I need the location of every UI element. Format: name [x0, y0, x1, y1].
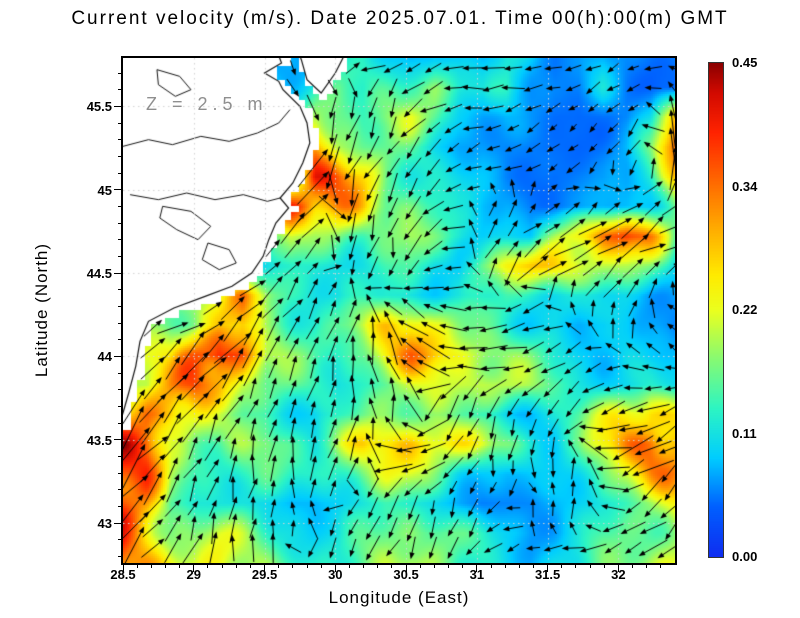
y-minor-tick: [118, 422, 121, 424]
y-minor-tick: [118, 155, 121, 157]
y-major-tick: [114, 189, 121, 191]
x-minor-tick: [136, 565, 138, 568]
x-minor-tick: [179, 565, 181, 568]
y-minor-tick: [118, 172, 121, 174]
colorbar-tick-label: 0.22: [732, 302, 758, 317]
colorbar-tick-label: 0.11: [732, 425, 757, 441]
y-minor-tick: [118, 539, 121, 541]
x-tick-label: 29.5: [251, 567, 278, 582]
y-minor-tick: [118, 205, 121, 207]
y-major-tick: [114, 105, 121, 107]
depth-annotation: Z = 2.5 m: [146, 94, 268, 114]
x-minor-tick: [235, 565, 237, 568]
x-minor-tick: [448, 565, 450, 568]
y-tick-label: 43: [97, 516, 112, 531]
x-minor-tick: [433, 565, 435, 568]
x-minor-tick: [292, 565, 294, 568]
x-minor-tick: [490, 565, 492, 568]
x-major-tick: [405, 565, 407, 572]
y-minor-tick: [118, 455, 121, 457]
y-minor-tick: [118, 139, 121, 141]
y-minor-tick: [118, 305, 121, 307]
x-tick-label: 30: [328, 567, 343, 582]
y-minor-tick: [118, 555, 121, 557]
x-major-tick: [476, 565, 478, 572]
velocity-map-canvas: [123, 58, 675, 563]
x-tick-label: 31: [469, 567, 485, 582]
y-minor-tick: [118, 289, 121, 291]
x-minor-tick: [164, 565, 166, 568]
x-minor-tick: [632, 565, 634, 568]
x-minor-tick: [377, 565, 379, 568]
x-minor-tick: [575, 565, 577, 568]
x-minor-tick: [419, 565, 421, 568]
y-tick-label: 44: [97, 349, 112, 365]
y-minor-tick: [118, 72, 121, 74]
y-minor-tick: [118, 372, 121, 374]
x-major-tick: [122, 565, 124, 572]
x-axis-label: Longitude (East): [328, 588, 470, 607]
colorbar: [708, 62, 724, 558]
x-minor-tick: [278, 565, 280, 568]
x-minor-tick: [462, 565, 464, 568]
y-minor-tick: [118, 339, 121, 341]
x-major-tick: [264, 565, 266, 572]
x-minor-tick: [320, 565, 322, 568]
x-minor-tick: [660, 565, 662, 568]
x-minor-tick: [249, 565, 251, 568]
x-tick-label: 30.5: [393, 567, 419, 582]
y-tick-label: 44.5: [86, 266, 112, 281]
x-minor-tick: [150, 565, 152, 568]
x-major-tick: [193, 565, 195, 572]
y-minor-tick: [118, 239, 121, 241]
x-major-tick: [547, 565, 549, 572]
y-minor-tick: [118, 505, 121, 507]
x-minor-tick: [207, 565, 209, 568]
colorbar-tick-label: 0.00: [732, 549, 758, 564]
y-minor-tick: [118, 122, 121, 124]
y-minor-tick: [118, 255, 121, 257]
x-minor-tick: [532, 565, 534, 568]
y-major-tick: [114, 272, 121, 274]
y-minor-tick: [118, 89, 121, 91]
y-tick-label: 45: [97, 182, 112, 198]
y-minor-tick: [118, 472, 121, 474]
y-major-tick: [114, 439, 121, 441]
x-minor-tick: [561, 565, 563, 568]
y-minor-tick: [118, 405, 121, 407]
y-axis-label: Latitude (North): [32, 242, 51, 378]
x-tick-label: 32: [611, 567, 626, 582]
x-tick-label: 28.5: [110, 567, 136, 582]
x-tick-label: 29: [186, 567, 201, 582]
x-major-tick: [334, 565, 336, 572]
figure-title: Current velocity (m/s). Date 2025.07.01.…: [71, 8, 729, 29]
y-minor-tick: [118, 389, 121, 391]
x-minor-tick: [646, 565, 648, 568]
y-minor-tick: [118, 222, 121, 224]
x-minor-tick: [363, 565, 365, 568]
x-minor-tick: [221, 565, 223, 568]
y-tick-label: 43.5: [86, 432, 112, 448]
x-minor-tick: [518, 565, 520, 568]
y-major-tick: [114, 355, 121, 357]
y-minor-tick: [118, 489, 121, 491]
x-major-tick: [617, 565, 619, 572]
x-minor-tick: [391, 565, 393, 568]
x-minor-tick: [603, 565, 605, 568]
x-minor-tick: [348, 565, 350, 568]
y-minor-tick: [118, 322, 121, 324]
x-minor-tick: [589, 565, 591, 568]
colorbar-tick-label: 0.45: [732, 55, 758, 70]
y-tick-label: 45.5: [86, 99, 112, 115]
x-minor-tick: [504, 565, 506, 568]
colorbar-tick-label: 0.34: [732, 178, 758, 194]
x-minor-tick: [306, 565, 308, 568]
y-major-tick: [114, 522, 121, 524]
x-tick-label: 31.5: [534, 567, 561, 582]
